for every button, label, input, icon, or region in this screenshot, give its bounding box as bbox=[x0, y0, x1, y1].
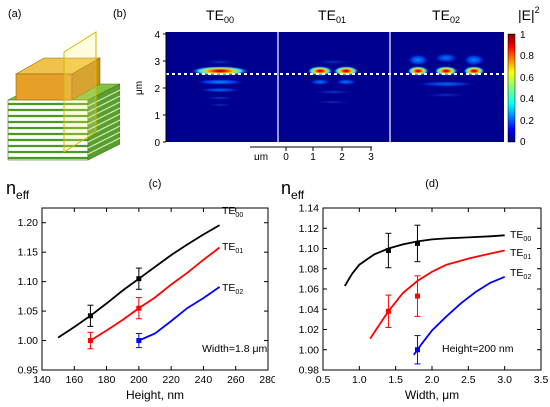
field-map-te01 bbox=[307, 59, 359, 104]
waveguide-ridge bbox=[14, 57, 102, 101]
chart-d-xtick-label-0: 0.5 bbox=[316, 374, 331, 386]
chart-d-ytick-label-4: 1.06 bbox=[299, 284, 320, 296]
field-ytick-0: 0 bbox=[154, 138, 160, 149]
field-ytick-2: 2 bbox=[154, 84, 160, 95]
colorbar: 0 0.2 0.4 0.6 0.8 1 bbox=[507, 30, 534, 148]
chart-d-data-point-2 bbox=[385, 308, 391, 314]
chart-c-xtick-label-2: 180 bbox=[98, 374, 116, 386]
chart-d-ytick-label-5: 1.08 bbox=[299, 263, 320, 275]
chart-d-annotation: Height=200 nm bbox=[442, 343, 514, 355]
chart-d-series-te02 bbox=[413, 275, 506, 356]
mode-title-te00: TE00 bbox=[206, 7, 234, 25]
panel-d-label: (d) bbox=[425, 178, 438, 190]
chart-c-ytick-label-0: 0.95 bbox=[18, 365, 39, 377]
field-ytick-3: 3 bbox=[154, 57, 160, 68]
chart-c-series-te01 bbox=[89, 246, 221, 342]
chart-c-ylabel: neff bbox=[6, 178, 30, 202]
chart-c-ytick-label-1: 1.00 bbox=[18, 335, 39, 347]
chart-c-legend-te02: TE02 bbox=[222, 282, 243, 296]
chart-c-legend-te00: TE00 bbox=[222, 205, 243, 219]
chart-c-xtick-label-5: 240 bbox=[195, 374, 213, 386]
chart-d-ytick-label-2: 1.02 bbox=[299, 324, 320, 336]
chart-d-ylabel: neff bbox=[281, 178, 305, 202]
chart-c-data-point-3 bbox=[136, 305, 142, 311]
chart-c-xtick-label-7: 280 bbox=[259, 374, 275, 386]
colorbar-title: |E|2 bbox=[518, 5, 540, 23]
chart-c-xtick-label-4: 220 bbox=[162, 374, 180, 386]
chart-d-xtick-label-3: 2.0 bbox=[425, 374, 440, 386]
chart-d-xtick-label-5: 3.0 bbox=[497, 374, 512, 386]
chart-c-ytick-label-3: 1.10 bbox=[18, 276, 39, 288]
cross-section-plane bbox=[63, 31, 97, 153]
mode-title-te01: TE01 bbox=[318, 7, 346, 25]
chart-c-annotation: Width=1.8 μm bbox=[202, 343, 268, 355]
chart-c-data-point-2 bbox=[87, 338, 93, 344]
field-map-y-axis: 0 1 2 3 4 μm bbox=[134, 30, 167, 149]
panel-c-label: (c) bbox=[149, 178, 162, 190]
chart-d-data-point-1 bbox=[414, 240, 420, 246]
chart-d-series-te01 bbox=[369, 249, 505, 340]
chart-c-legend-te01: TE01 bbox=[222, 241, 243, 255]
chart-c-series-te02 bbox=[138, 286, 221, 342]
chart-c-ytick-label-2: 1.05 bbox=[18, 306, 39, 318]
chart-d-legend-te00: TE00 bbox=[510, 229, 531, 243]
chart-c-ytick-label-4: 1.15 bbox=[18, 247, 39, 259]
mode-title-te02: TE02 bbox=[432, 7, 460, 25]
chart-d-series-te00 bbox=[344, 234, 505, 287]
field-map-background bbox=[166, 32, 504, 142]
chart-d-data-point-4 bbox=[414, 347, 420, 353]
scale-bar: μm 0 1 2 3 bbox=[250, 146, 374, 160]
panel-a-label: (a) bbox=[8, 8, 22, 20]
colorbar-tick-0: 0 bbox=[520, 137, 526, 148]
chart-c-xtick-label-3: 200 bbox=[130, 374, 148, 386]
scale-tick-0: 0 bbox=[283, 152, 289, 160]
mode-field-maps: TE00 TE01 TE02 |E|2 bbox=[134, 5, 540, 160]
chart-d-ytick-label-3: 1.04 bbox=[299, 304, 320, 316]
neff-vs-height-chart: (c) neff 140 160 180 200 220 240 260 280 0.95 1.00 1… bbox=[6, 178, 275, 402]
chart-d-data-point-0 bbox=[385, 248, 391, 254]
chart-c-data-point-4 bbox=[136, 338, 142, 344]
field-ytick-1: 1 bbox=[154, 111, 160, 122]
field-ytick-4: 4 bbox=[154, 30, 160, 41]
colorbar-tick-1: 0.2 bbox=[520, 116, 534, 127]
chart-d-xtick-label-4: 2.5 bbox=[461, 374, 476, 386]
chart-c-plot-frame bbox=[41, 207, 269, 371]
chart-d-ytick-label-8: 1.14 bbox=[299, 203, 320, 215]
colorbar-tick-3: 0.6 bbox=[520, 73, 534, 84]
chart-c-ytick-label-5: 1.20 bbox=[18, 217, 39, 229]
chart-d-ytick-label-0: 0.98 bbox=[299, 365, 320, 377]
chart-c-data-point-0 bbox=[87, 313, 93, 319]
colorbar-tick-5: 1 bbox=[520, 30, 526, 41]
chart-c-xtick-label-1: 160 bbox=[66, 374, 84, 386]
chart-d-ytick-label-7: 1.12 bbox=[299, 223, 320, 235]
chart-d-xlabel: Width, μm bbox=[405, 388, 459, 402]
chart-d-ytick-label-1: 1.00 bbox=[299, 344, 320, 356]
chart-d-ytick-label-6: 1.10 bbox=[299, 243, 320, 255]
chart-c-xlabel: Height, nm bbox=[126, 388, 184, 402]
colorbar-tick-4: 0.8 bbox=[520, 51, 534, 62]
chart-d-xtick-label-1: 1.0 bbox=[352, 374, 367, 386]
chart-d-legend-te01: TE01 bbox=[510, 247, 531, 261]
chart-d-legend-te02: TE02 bbox=[510, 267, 531, 281]
scale-tick-3: 3 bbox=[368, 152, 374, 160]
chart-d-data-point-3 bbox=[414, 293, 420, 299]
chart-d-xtick-label-2: 1.5 bbox=[388, 374, 403, 386]
field-ylabel: μm bbox=[134, 81, 145, 95]
scale-tick-1: 1 bbox=[310, 152, 316, 160]
chart-c-xtick-label-6: 260 bbox=[227, 374, 245, 386]
chart-c-xtick-label-0: 140 bbox=[33, 374, 51, 386]
colorbar-tick-2: 0.4 bbox=[520, 94, 534, 105]
scale-tick-2: 2 bbox=[339, 152, 345, 160]
chart-c-data-point-1 bbox=[136, 276, 142, 282]
neff-vs-width-chart: (d) neff 0.5 1.0 1.5 2.0 2.5 3.0 3.5 0.98 1.00 1.02… bbox=[281, 178, 549, 402]
scale-unit: μm bbox=[254, 152, 268, 160]
waveguide-schematic bbox=[7, 31, 120, 161]
panel-b-label: (b) bbox=[113, 8, 127, 20]
chart-d-xtick-label-6: 3.5 bbox=[534, 374, 549, 386]
